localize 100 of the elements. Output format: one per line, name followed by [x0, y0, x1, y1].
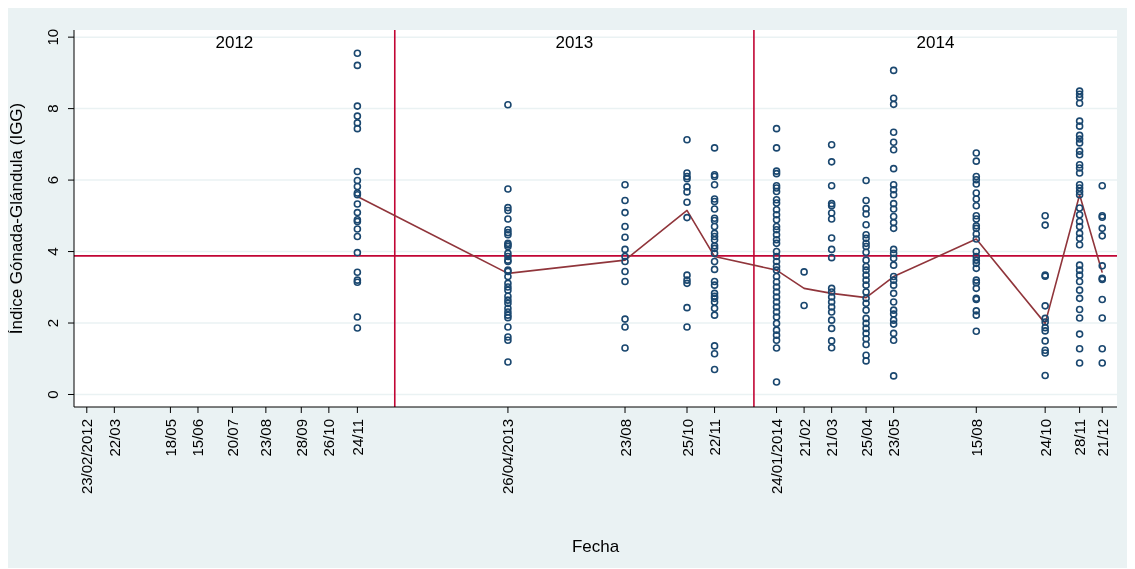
point	[504, 242, 512, 251]
point	[1075, 266, 1084, 274]
point	[621, 233, 629, 242]
point	[827, 324, 836, 333]
point	[504, 272, 512, 281]
x-tick-label: 26/10	[320, 419, 338, 457]
point	[1075, 180, 1084, 189]
point	[972, 222, 981, 230]
point	[772, 239, 781, 248]
point	[1075, 359, 1084, 367]
point	[504, 333, 512, 341]
point	[772, 378, 781, 386]
point	[504, 296, 512, 304]
point	[1075, 99, 1084, 108]
point	[1075, 147, 1084, 155]
point	[1075, 87, 1084, 95]
point	[972, 252, 981, 261]
point	[353, 112, 362, 120]
point	[972, 311, 981, 319]
point	[772, 293, 781, 301]
point	[862, 276, 870, 284]
point	[1075, 139, 1084, 147]
point	[862, 196, 870, 205]
point	[889, 180, 898, 189]
point	[1041, 346, 1049, 354]
point	[889, 306, 898, 314]
point	[1075, 117, 1084, 125]
point	[621, 267, 629, 276]
point	[1098, 314, 1107, 322]
x-tick-label: 18/05	[161, 419, 179, 457]
point	[972, 212, 981, 220]
x-tick-label: 21/02	[795, 419, 813, 457]
point	[862, 256, 870, 264]
point	[1075, 210, 1084, 219]
point	[827, 308, 836, 316]
point	[683, 183, 691, 191]
point	[772, 278, 781, 286]
point	[772, 169, 781, 178]
point	[710, 235, 719, 244]
point	[772, 257, 781, 266]
point	[1075, 314, 1084, 322]
x-tick-label: 25/04	[857, 419, 875, 457]
point	[621, 208, 629, 217]
point	[889, 310, 898, 318]
point	[621, 245, 629, 254]
point	[889, 276, 898, 284]
point	[772, 326, 781, 334]
point	[862, 306, 870, 314]
point	[972, 235, 981, 243]
point	[1075, 190, 1084, 199]
point	[862, 242, 870, 251]
point	[504, 249, 512, 258]
x-tick-label: 26/04/2013	[499, 419, 517, 495]
point	[827, 158, 836, 166]
x-tick-label: 21/12	[1093, 419, 1111, 457]
point	[827, 182, 836, 190]
point	[862, 220, 870, 229]
point	[353, 248, 362, 257]
point	[504, 279, 512, 288]
point	[827, 288, 836, 296]
point	[710, 289, 719, 298]
point	[504, 252, 512, 261]
point	[772, 199, 781, 207]
x-tick-label: 15/08	[967, 419, 985, 457]
point	[710, 244, 719, 253]
point	[972, 189, 981, 197]
point	[800, 268, 808, 276]
point	[710, 277, 719, 286]
point	[800, 301, 808, 310]
point	[710, 229, 719, 238]
point	[1041, 221, 1049, 229]
point	[1075, 169, 1084, 177]
point	[1075, 184, 1084, 192]
point	[621, 252, 629, 261]
point	[772, 288, 781, 296]
point	[827, 303, 836, 311]
point	[972, 175, 981, 184]
point	[889, 298, 898, 306]
point	[504, 313, 512, 322]
point	[1041, 327, 1049, 335]
x-tick-label: 25/10	[678, 419, 696, 457]
point	[889, 281, 898, 289]
point	[504, 292, 512, 301]
point	[353, 324, 362, 332]
point	[683, 303, 691, 312]
point	[1075, 277, 1084, 286]
point	[710, 222, 719, 231]
point	[1075, 286, 1084, 294]
point	[862, 204, 870, 213]
point	[972, 180, 981, 188]
point	[621, 196, 629, 205]
point	[972, 278, 981, 287]
y-tick-label: 6	[44, 175, 61, 185]
point	[827, 253, 836, 262]
point	[1075, 229, 1084, 238]
x-tick-label: 15/06	[189, 419, 207, 457]
point	[710, 298, 719, 306]
point	[862, 176, 870, 185]
x-tick-label: 28/09	[292, 419, 310, 457]
point	[862, 357, 870, 365]
